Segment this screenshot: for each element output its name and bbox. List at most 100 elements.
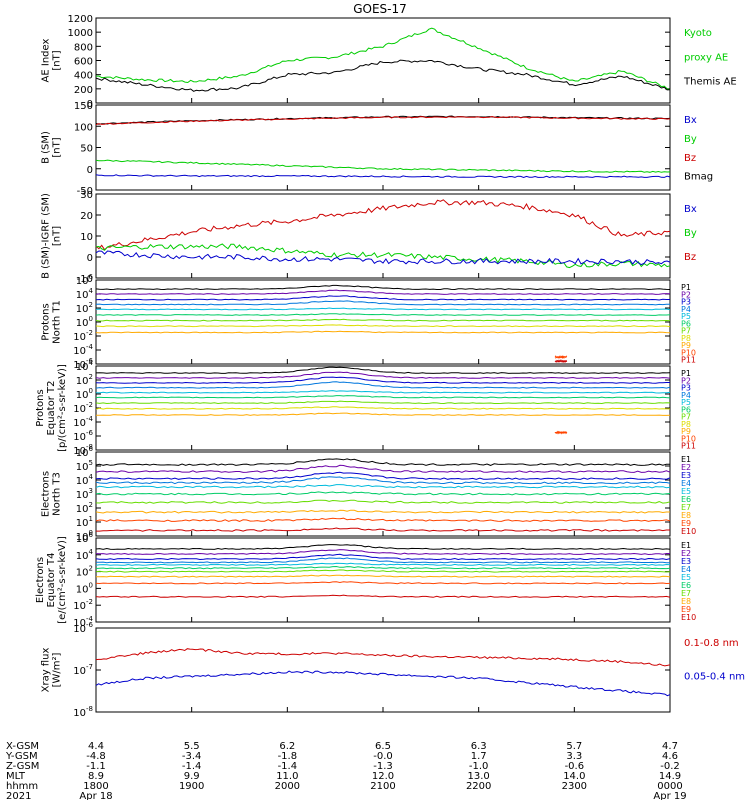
legend-entry: P11 (681, 442, 696, 451)
bottom-cell: 4.6 (662, 751, 678, 762)
legend-entry: E1 (681, 541, 691, 550)
legend-entry: E7 (681, 589, 691, 598)
series-line-xray-00504nm (95, 670, 671, 697)
series-line-p10 (554, 354, 568, 360)
bottom-cell: -1.4 (182, 761, 202, 772)
legend-entry: P1 (681, 369, 691, 378)
bottom-cell: -0.2 (660, 761, 680, 772)
series-line-xray-0108nm (95, 648, 671, 667)
y-axis-label: [nT] (52, 137, 63, 157)
bottom-row-label: Z-GSM (6, 761, 39, 772)
series-line-p5 (95, 307, 671, 311)
series-line-e7 (95, 499, 671, 504)
bottom-cell: 8.9 (88, 771, 104, 782)
y-tick-label: 102 (76, 373, 93, 387)
series-line-p3 (95, 295, 670, 301)
series-line-bz (95, 115, 671, 126)
legend-entry: P3 (681, 384, 691, 393)
series-line-p11 (554, 358, 568, 364)
bottom-cell: 6.2 (279, 741, 295, 752)
y-tick-label: 10-4 (73, 415, 93, 429)
series-line-e1 (95, 544, 671, 550)
legend-entry: Kyoto (684, 28, 712, 39)
y-axis-label: Equator T4 (46, 553, 57, 608)
y-tick-label: 10-6 (73, 429, 93, 443)
y-tick-label: -50 (77, 186, 93, 197)
legend-entry: P5 (681, 398, 691, 407)
y-axis-label: [nT] (52, 50, 63, 70)
series-line-e6 (95, 491, 671, 496)
bottom-row-label: X-GSM (6, 741, 39, 752)
legend-entry: proxy AE (684, 52, 728, 63)
bottom-row-label: hhmm (6, 781, 38, 792)
y-tick-label: 20 (80, 211, 93, 222)
y-axis-label: [e/(cm²-s-sr-keV)] (57, 536, 68, 624)
y-tick-label: 106 (76, 531, 94, 545)
bottom-row-label: MLT (6, 771, 26, 782)
series-line-e2 (95, 464, 671, 473)
y-tick-label: 800 (74, 42, 93, 53)
y-axis-label: B (SM)-IGRF (SM) (41, 193, 52, 279)
bottom-cell: 0000 (657, 781, 682, 792)
y-tick-label: 106 (76, 273, 94, 287)
series-line-p8 (95, 406, 670, 410)
series-line-e7 (95, 569, 671, 573)
y-tick-label: 102 (76, 565, 93, 579)
bottom-cell: 4.7 (662, 741, 678, 752)
legend-entry: P4 (681, 391, 691, 400)
series-line-p2 (95, 371, 671, 379)
legend-entry: E5 (681, 573, 691, 582)
bottom-cell: 2100 (370, 781, 395, 792)
bottom-cell: -1.1 (86, 761, 106, 772)
bottom-cell: 6.3 (471, 741, 487, 752)
legend-entry: P5 (681, 312, 691, 321)
bottom-cell: 1800 (83, 781, 108, 792)
legend-entry: P10 (681, 434, 696, 443)
y-tick-label: 100 (76, 387, 93, 401)
legend-entry: E6 (681, 581, 691, 590)
series-line-p6 (95, 395, 671, 399)
y-tick-label: 10-4 (73, 343, 93, 357)
y-tick-label: 150 (74, 101, 93, 112)
legend-entry: E10 (681, 613, 696, 622)
panel-frame (95, 537, 671, 623)
legend-entry: E10 (681, 527, 696, 536)
series-line-kyoto-proxy-ae (96, 27, 671, 91)
series-line-p2 (95, 289, 671, 295)
series-line-e10 (96, 527, 670, 532)
y-tick-label: 200 (74, 85, 93, 96)
y-tick-label: 10-2 (73, 598, 93, 612)
series-line-p10 (554, 430, 568, 435)
legend-entry: 0.05-0.4 nm (684, 672, 745, 683)
series-line-e5 (95, 562, 671, 566)
y-tick-label: 1200 (68, 14, 93, 25)
legend-entry: P1 (681, 283, 691, 292)
legend-entry: P6 (681, 319, 691, 328)
y-axis-label: Equator T2 (46, 381, 57, 436)
series-line-bx (95, 250, 671, 266)
y-tick-label: 10-4 (73, 615, 93, 629)
legend-entry: E3 (681, 471, 691, 480)
legend-entry: 0.1-0.8 nm (684, 638, 739, 649)
bottom-cell: 1900 (179, 781, 204, 792)
y-axis-label: [nT] (52, 226, 63, 246)
legend-entry: P8 (681, 334, 691, 343)
y-tick-label: 400 (74, 71, 93, 82)
bottom-cell: -1.3 (373, 761, 393, 772)
y-tick-label: 104 (76, 473, 94, 487)
series-line-e5 (95, 484, 671, 489)
y-tick-label: 104 (76, 359, 94, 373)
plot-title: GOES-17 (353, 2, 407, 16)
y-tick-label: 106 (76, 445, 94, 459)
legend-entry: Bmag (684, 172, 713, 183)
y-tick-label: 10-8 (73, 705, 93, 719)
y-axis-label: North T3 (52, 472, 63, 516)
y-axis-label: Protons (35, 389, 46, 426)
legend-entry: E4 (681, 565, 691, 574)
legend-entry: P9 (681, 427, 691, 436)
panel-b_sm: 150 100 50 0 -50 B (SM) [nT] Bx By Bz Bmag (41, 101, 714, 197)
